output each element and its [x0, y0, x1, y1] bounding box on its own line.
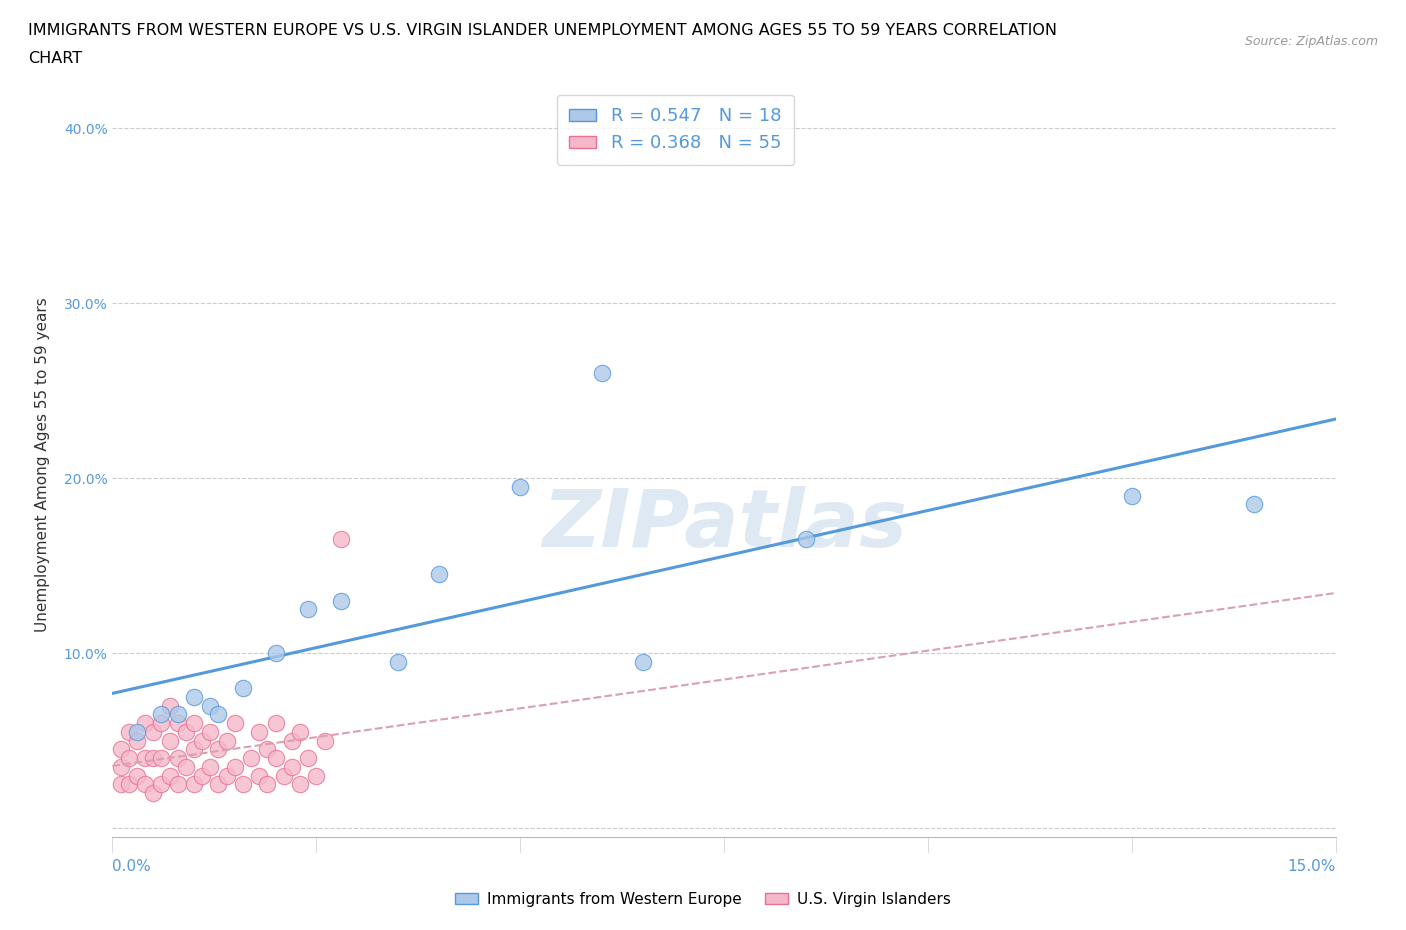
Point: [166, 751, 188, 765]
Point: [1243, 497, 1265, 512]
Point: [125, 733, 148, 748]
Point: [207, 777, 229, 792]
Text: Source: ZipAtlas.com: Source: ZipAtlas.com: [1244, 35, 1378, 48]
Point: [125, 724, 148, 739]
Point: [215, 768, 238, 783]
Point: [1121, 488, 1143, 503]
Point: [215, 733, 238, 748]
Point: [314, 733, 336, 748]
Point: [159, 768, 181, 783]
Legend: Immigrants from Western Europe, U.S. Virgin Islanders: Immigrants from Western Europe, U.S. Vir…: [449, 886, 957, 913]
Point: [288, 724, 311, 739]
Point: [174, 760, 197, 775]
Point: [200, 698, 222, 713]
Point: [142, 751, 165, 765]
Point: [264, 645, 287, 660]
Point: [159, 698, 181, 713]
Point: [183, 716, 205, 731]
Point: [150, 777, 173, 792]
Point: [110, 742, 132, 757]
Point: [329, 532, 352, 547]
Point: [118, 724, 141, 739]
Point: [288, 777, 311, 792]
Point: [224, 716, 246, 731]
Point: [232, 681, 254, 696]
Point: [427, 567, 450, 582]
Point: [134, 716, 156, 731]
Point: [134, 777, 156, 792]
Legend: R = 0.547   N = 18, R = 0.368   N = 55: R = 0.547 N = 18, R = 0.368 N = 55: [557, 95, 794, 165]
Point: [200, 760, 222, 775]
Point: [591, 365, 613, 380]
Point: [150, 707, 173, 722]
Point: [150, 751, 173, 765]
Y-axis label: Unemployment Among Ages 55 to 59 years: Unemployment Among Ages 55 to 59 years: [35, 298, 49, 632]
Point: [125, 768, 148, 783]
Point: [297, 751, 319, 765]
Point: [297, 602, 319, 617]
Text: 15.0%: 15.0%: [1288, 859, 1336, 874]
Point: [166, 716, 188, 731]
Point: [631, 655, 654, 670]
Point: [159, 733, 181, 748]
Point: [183, 689, 205, 704]
Text: CHART: CHART: [28, 51, 82, 66]
Point: [191, 733, 214, 748]
Text: IMMIGRANTS FROM WESTERN EUROPE VS U.S. VIRGIN ISLANDER UNEMPLOYMENT AMONG AGES 5: IMMIGRANTS FROM WESTERN EUROPE VS U.S. V…: [28, 23, 1057, 38]
Point: [166, 777, 188, 792]
Point: [387, 655, 409, 670]
Point: [329, 593, 352, 608]
Point: [264, 751, 287, 765]
Point: [191, 768, 214, 783]
Point: [224, 760, 246, 775]
Point: [150, 716, 173, 731]
Point: [240, 751, 263, 765]
Point: [142, 724, 165, 739]
Point: [207, 707, 229, 722]
Point: [264, 716, 287, 731]
Point: [232, 777, 254, 792]
Text: 0.0%: 0.0%: [112, 859, 152, 874]
Point: [183, 742, 205, 757]
Point: [256, 777, 278, 792]
Point: [118, 751, 141, 765]
Point: [281, 733, 304, 748]
Point: [794, 532, 817, 547]
Text: ZIPatlas: ZIPatlas: [541, 485, 907, 564]
Point: [305, 768, 328, 783]
Point: [247, 768, 270, 783]
Point: [118, 777, 141, 792]
Point: [273, 768, 295, 783]
Point: [142, 786, 165, 801]
Point: [256, 742, 278, 757]
Point: [200, 724, 222, 739]
Point: [281, 760, 304, 775]
Point: [166, 707, 188, 722]
Point: [110, 760, 132, 775]
Point: [110, 777, 132, 792]
Point: [247, 724, 270, 739]
Point: [134, 751, 156, 765]
Point: [207, 742, 229, 757]
Point: [183, 777, 205, 792]
Point: [174, 724, 197, 739]
Point: [509, 480, 531, 495]
